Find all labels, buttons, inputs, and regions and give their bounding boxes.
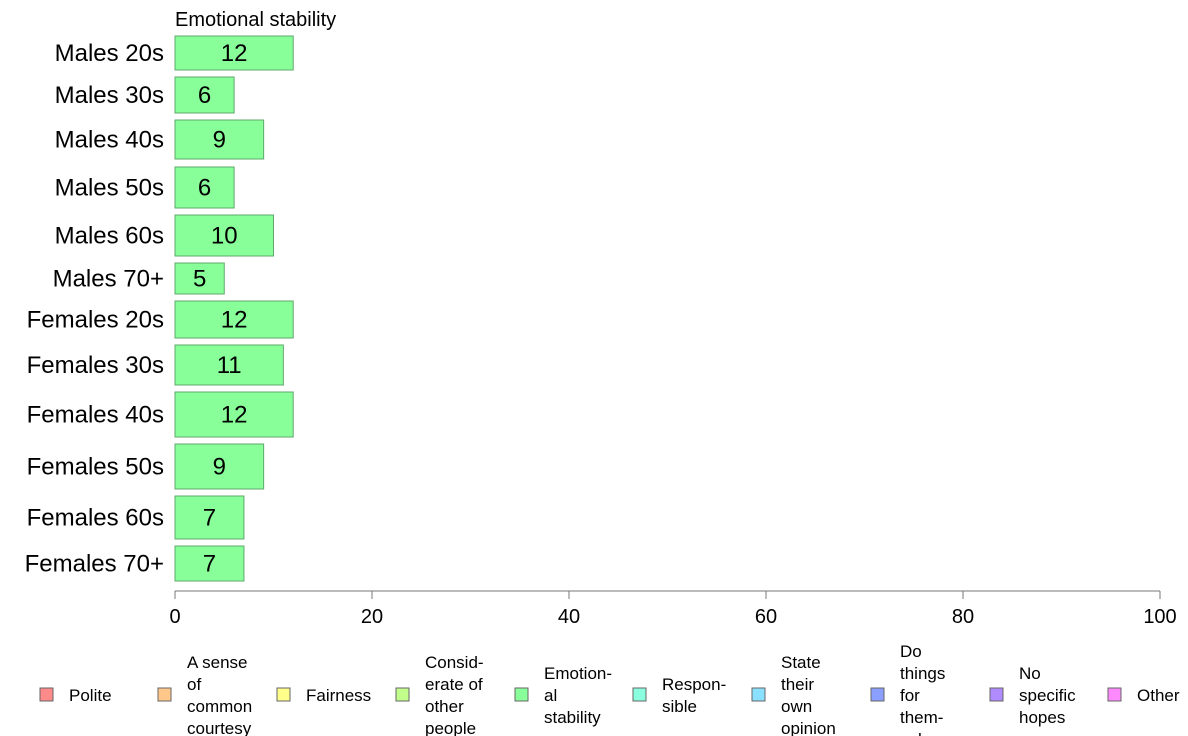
category-label: Females 70+ bbox=[25, 551, 164, 578]
bar-value-label: 10 bbox=[211, 223, 238, 250]
legend-label: Emotion-al stability bbox=[544, 664, 612, 727]
legend-swatch bbox=[989, 687, 1004, 702]
bar-value-label: 12 bbox=[221, 40, 248, 67]
bar-group: 7 Females 60s bbox=[27, 495, 245, 540]
bar bbox=[174, 391, 294, 438]
legend-item: A sense of common courtesy bbox=[157, 653, 252, 736]
bar bbox=[174, 300, 294, 339]
x-tick-label: 40 bbox=[558, 606, 580, 628]
legend-item: No specific hopes bbox=[989, 664, 1076, 727]
legend-swatch bbox=[395, 687, 410, 702]
legend-label: Polite bbox=[69, 686, 112, 705]
bar-group: 9 Males 40s bbox=[55, 119, 265, 160]
legend-item: Other bbox=[1107, 686, 1180, 705]
bar-group: 11 Females 30s bbox=[27, 344, 284, 386]
bar-group: 6 Males 30s bbox=[55, 76, 235, 114]
legend-label: Other bbox=[1137, 686, 1180, 705]
legend-item: Emotion-al stability bbox=[514, 664, 612, 727]
bar bbox=[174, 119, 265, 160]
bar-group: 12 Females 20s bbox=[27, 300, 294, 339]
bar bbox=[174, 495, 245, 540]
bar-value-label: 5 bbox=[193, 266, 206, 293]
bar bbox=[174, 76, 235, 114]
legend-swatch bbox=[157, 687, 172, 702]
bar bbox=[174, 545, 245, 582]
category-label: Males 20s bbox=[55, 40, 164, 67]
x-tick-label: 0 bbox=[169, 606, 180, 628]
bar-value-label: 7 bbox=[203, 551, 216, 578]
legend-item: Polite bbox=[39, 686, 112, 705]
legend-swatch bbox=[751, 687, 766, 702]
bar-group: 12 Males 20s bbox=[55, 35, 294, 71]
category-label: Females 30s bbox=[27, 352, 164, 379]
bar bbox=[174, 443, 265, 490]
legend-item: Respon-sible bbox=[632, 675, 726, 716]
legend-swatch bbox=[39, 687, 54, 702]
legend-swatch bbox=[514, 687, 529, 702]
legend-label: A sense of common courtesy bbox=[187, 653, 252, 736]
legend-item: Consid-erate of other people bbox=[395, 653, 484, 736]
legend-swatch bbox=[276, 687, 291, 702]
legend-label: State their own opinion bbox=[781, 653, 836, 736]
bar-value-label: 7 bbox=[203, 505, 216, 532]
legend-label: Fairness bbox=[306, 686, 371, 705]
bar-group: 5 Males 70+ bbox=[53, 262, 225, 295]
bar-value-label: 12 bbox=[221, 402, 248, 429]
category-label: Females 20s bbox=[27, 307, 164, 334]
chart-title: Emotional stability bbox=[175, 9, 336, 31]
x-tick-label: 20 bbox=[361, 606, 383, 628]
bar bbox=[174, 262, 225, 295]
bar-value-label: 6 bbox=[198, 82, 211, 109]
bar-value-label: 9 bbox=[213, 127, 226, 154]
bar-value-label: 6 bbox=[198, 175, 211, 202]
legend-item: State their own opinion bbox=[751, 653, 836, 736]
legend-label: Respon-sible bbox=[662, 675, 726, 716]
bar-group: 10 Males 60s bbox=[55, 214, 274, 257]
bar bbox=[174, 166, 235, 209]
category-label: Males 40s bbox=[55, 127, 164, 154]
category-label: Females 40s bbox=[27, 402, 164, 429]
legend-label: No specific hopes bbox=[1019, 664, 1076, 727]
bar bbox=[174, 344, 284, 386]
category-label: Females 50s bbox=[27, 454, 164, 481]
bar-group: 6 Males 50s bbox=[55, 166, 235, 209]
category-label: Males 50s bbox=[55, 175, 164, 202]
bar-value-label: 9 bbox=[213, 454, 226, 481]
legend-swatch bbox=[1107, 687, 1122, 702]
category-label: Males 70+ bbox=[53, 266, 164, 293]
bar bbox=[174, 35, 294, 71]
x-tick-label: 60 bbox=[755, 606, 777, 628]
legend-swatch bbox=[632, 687, 647, 702]
bar-group: 9 Females 50s bbox=[27, 443, 265, 490]
bar-value-label: 12 bbox=[221, 307, 248, 334]
bar-group: 12 Females 40s bbox=[27, 391, 294, 438]
bar-value-label: 11 bbox=[217, 352, 242, 379]
bar-group: 7 Females 70+ bbox=[25, 545, 245, 582]
category-label: Females 60s bbox=[27, 505, 164, 532]
legend-item: Fairness bbox=[276, 686, 371, 705]
x-tick-label: 80 bbox=[952, 606, 974, 628]
bar bbox=[174, 214, 274, 257]
legend-label: Consid-erate of other people bbox=[425, 653, 484, 736]
category-label: Males 30s bbox=[55, 82, 164, 109]
category-label: Males 60s bbox=[55, 223, 164, 250]
legend-swatch bbox=[870, 687, 885, 702]
x-tick-label: 100 bbox=[1143, 606, 1176, 628]
